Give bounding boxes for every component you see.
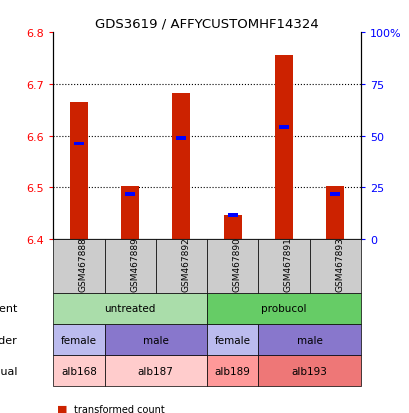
Bar bbox=[121, 186, 139, 240]
Text: transformed count: transformed count bbox=[74, 404, 164, 413]
Text: male: male bbox=[296, 335, 322, 345]
Text: female: female bbox=[61, 335, 97, 345]
Bar bbox=[104, 355, 207, 386]
Bar bbox=[172, 93, 190, 240]
Text: ■: ■ bbox=[57, 404, 68, 413]
Text: individual: individual bbox=[0, 366, 18, 376]
Bar bbox=[207, 324, 258, 355]
Text: gender: gender bbox=[0, 335, 18, 345]
Text: GSM467889: GSM467889 bbox=[130, 236, 139, 291]
Bar bbox=[258, 355, 360, 386]
Bar bbox=[309, 240, 360, 293]
Bar bbox=[53, 293, 207, 324]
Bar bbox=[125, 193, 135, 197]
Bar bbox=[155, 240, 207, 293]
Bar bbox=[274, 56, 292, 240]
Bar bbox=[278, 126, 288, 129]
Text: alb193: alb193 bbox=[291, 366, 327, 376]
Bar bbox=[223, 215, 241, 240]
Bar bbox=[329, 193, 339, 197]
Bar bbox=[326, 186, 343, 240]
Text: untreated: untreated bbox=[104, 304, 155, 314]
Bar bbox=[53, 324, 104, 355]
Title: GDS3619 / AFFYCUSTOMHF14324: GDS3619 / AFFYCUSTOMHF14324 bbox=[95, 17, 318, 31]
Text: GSM467891: GSM467891 bbox=[283, 236, 292, 291]
Bar bbox=[207, 355, 258, 386]
Bar bbox=[104, 240, 155, 293]
Text: alb168: alb168 bbox=[61, 366, 97, 376]
Text: alb187: alb187 bbox=[137, 366, 173, 376]
Bar bbox=[258, 324, 360, 355]
Text: agent: agent bbox=[0, 304, 18, 314]
Bar bbox=[227, 214, 237, 217]
Text: alb189: alb189 bbox=[214, 366, 250, 376]
Bar bbox=[70, 103, 88, 240]
Text: GSM467892: GSM467892 bbox=[181, 237, 190, 291]
Text: GSM467888: GSM467888 bbox=[79, 236, 88, 291]
Bar bbox=[74, 142, 84, 146]
Bar bbox=[207, 240, 258, 293]
Text: GSM467890: GSM467890 bbox=[232, 236, 241, 291]
Text: GSM467893: GSM467893 bbox=[335, 236, 343, 291]
Bar bbox=[176, 137, 186, 141]
Bar bbox=[104, 324, 207, 355]
Text: female: female bbox=[214, 335, 250, 345]
Bar bbox=[258, 240, 309, 293]
Bar bbox=[53, 355, 104, 386]
Bar bbox=[207, 293, 360, 324]
Text: probucol: probucol bbox=[261, 304, 306, 314]
Bar bbox=[53, 240, 104, 293]
Text: male: male bbox=[142, 335, 169, 345]
